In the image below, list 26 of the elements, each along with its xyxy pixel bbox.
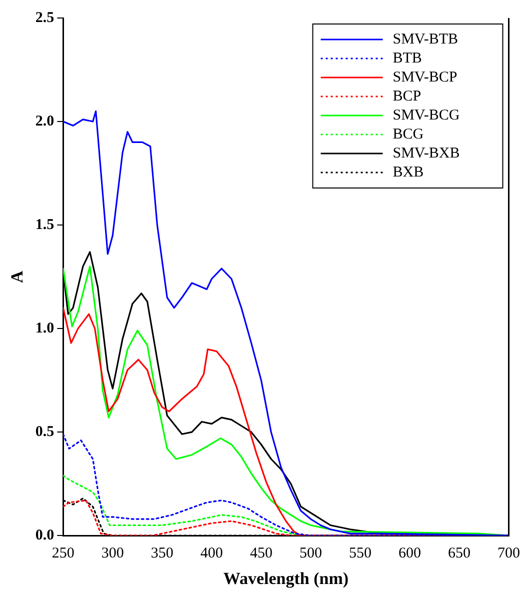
- y-axis-title: A: [8, 270, 27, 283]
- x-tick-label: 700: [498, 546, 520, 562]
- x-tick-label: 400: [200, 546, 223, 562]
- legend-label: SMV-BCG: [392, 107, 460, 124]
- y-tick-label: 2.0: [35, 113, 54, 130]
- y-tick-label: 1.0: [35, 320, 54, 336]
- x-tick-label: 650: [448, 546, 470, 562]
- x-tick-label: 550: [348, 546, 372, 562]
- x-tick-label: 600: [398, 546, 421, 562]
- y-tick-label: 0.5: [35, 424, 54, 440]
- x-axis-title: Wavelength (nm): [223, 569, 349, 588]
- x-tick-label: 500: [299, 546, 322, 562]
- legend-label: BCG: [392, 126, 424, 142]
- legend-label: BXB: [392, 164, 424, 180]
- legend-label: SMV-BXB: [392, 145, 460, 162]
- legend-label: BTB: [392, 50, 422, 66]
- x-tick-label: 450: [250, 546, 272, 562]
- y-tick-label: 2.5: [35, 10, 54, 26]
- x-tick-label: 350: [150, 546, 174, 562]
- legend-label: SMV-BCP: [392, 69, 458, 86]
- legend-label: BCP: [392, 88, 422, 104]
- legend-label: SMV-BTB: [392, 31, 458, 48]
- x-tick-label: 300: [101, 546, 124, 562]
- x-tick-label: 250: [52, 546, 74, 562]
- y-tick-label: 1.5: [35, 216, 54, 233]
- y-tick-label: 0.0: [35, 527, 54, 544]
